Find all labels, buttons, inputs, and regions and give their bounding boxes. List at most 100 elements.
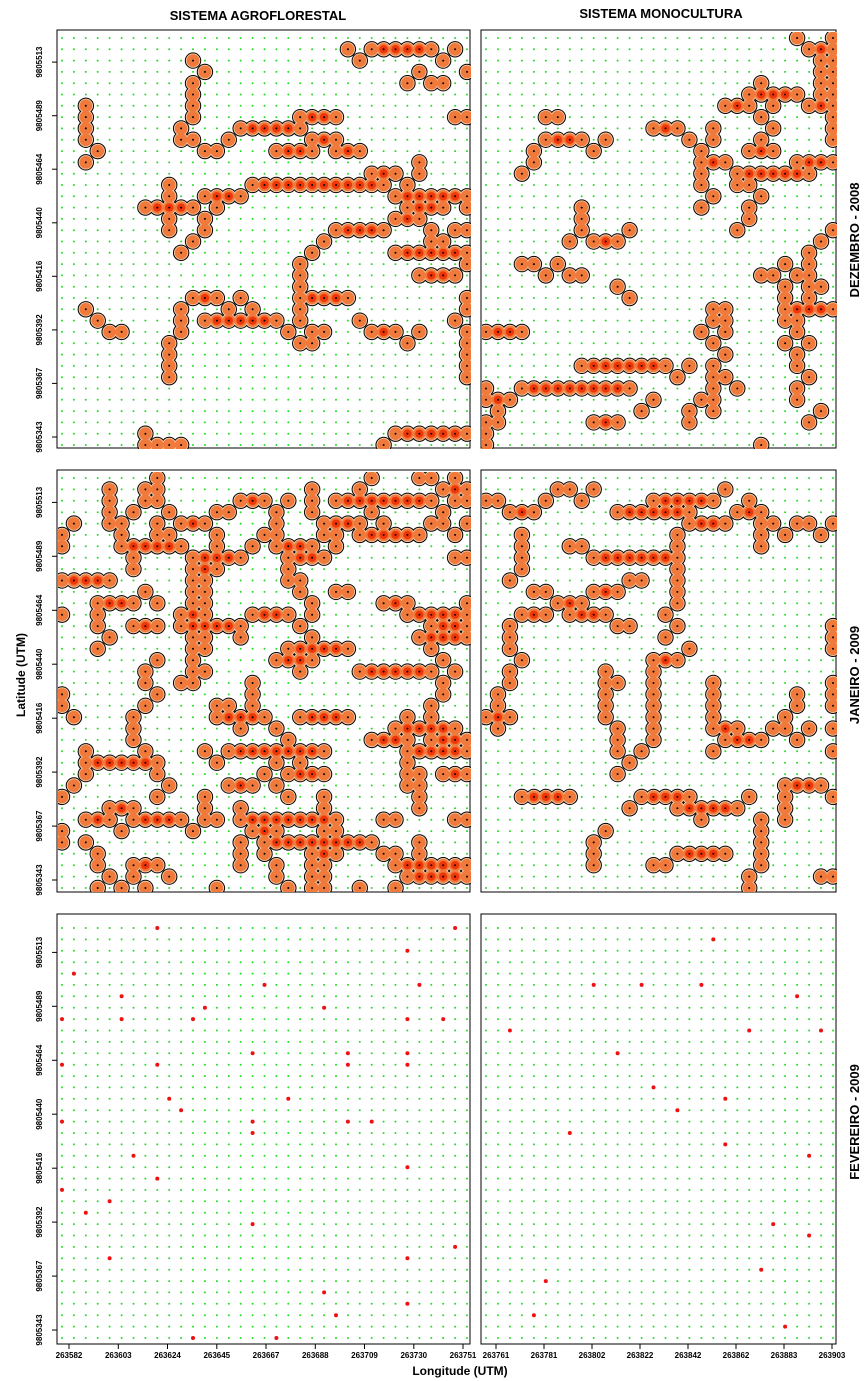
grid-point	[346, 116, 349, 119]
grid-point	[61, 195, 63, 198]
grid-point	[203, 297, 206, 299]
grid-point	[616, 138, 619, 141]
grid-point	[394, 229, 397, 232]
grid-point	[485, 104, 487, 107]
grid-point	[108, 59, 111, 62]
grid-point	[688, 127, 691, 130]
grid-point	[430, 195, 433, 198]
grid-point	[323, 70, 326, 73]
grid-point	[192, 161, 194, 164]
grid-point	[215, 432, 218, 435]
contour-fill	[826, 133, 837, 147]
grid-point	[820, 70, 822, 73]
grid-point	[227, 319, 230, 322]
grid-point	[382, 217, 385, 220]
grid-point	[299, 274, 302, 277]
grid-point	[832, 104, 834, 107]
grid-point	[616, 127, 619, 130]
grid-point	[168, 59, 171, 62]
grid-point	[430, 240, 433, 243]
grid-point	[251, 82, 254, 85]
grid-point	[442, 342, 445, 345]
grid-point	[592, 82, 595, 85]
grid-point	[532, 37, 535, 39]
grid-point	[466, 444, 468, 446]
grid-point	[628, 172, 631, 175]
grid-point	[192, 421, 194, 424]
grid-point	[508, 217, 511, 220]
grid-point	[568, 150, 571, 153]
grid-point	[358, 364, 361, 367]
grid-point	[358, 308, 361, 311]
grid-point	[736, 195, 739, 198]
grid-point	[508, 172, 511, 175]
grid-point	[592, 93, 595, 96]
grid-point	[370, 297, 373, 299]
grid-point	[311, 138, 314, 141]
grid-point	[508, 70, 511, 73]
grid-point	[832, 127, 834, 130]
grid-point	[394, 398, 397, 401]
grid-point	[275, 229, 278, 232]
grid-point	[712, 161, 715, 164]
grid-point	[406, 138, 409, 141]
grid-point	[454, 387, 457, 390]
grid-point	[418, 37, 421, 39]
grid-point	[394, 330, 397, 333]
grid-point	[311, 353, 314, 356]
grid-point	[144, 353, 147, 356]
grid-point	[72, 421, 75, 424]
grid-point	[227, 297, 230, 299]
grid-point	[442, 127, 445, 130]
grid-point	[61, 184, 63, 186]
grid-point	[640, 195, 643, 198]
grid-point	[61, 432, 63, 435]
grid-point	[520, 138, 523, 141]
grid-point	[335, 59, 337, 62]
grid-point	[628, 116, 631, 119]
grid-point	[144, 330, 147, 333]
grid-point	[664, 138, 667, 141]
grid-point	[406, 161, 409, 164]
grid-point	[580, 127, 583, 130]
grid-point	[227, 353, 230, 356]
grid-point	[287, 217, 290, 220]
grid-point	[323, 364, 326, 367]
grid-point	[323, 206, 326, 209]
grid-point	[96, 353, 99, 356]
grid-point	[712, 150, 715, 153]
grid-point	[311, 410, 314, 413]
grid-point	[442, 161, 445, 164]
grid-point	[323, 93, 326, 96]
grid-point	[442, 48, 445, 51]
grid-point	[442, 432, 445, 435]
grid-point	[120, 116, 123, 119]
grid-point	[251, 274, 254, 277]
grid-point	[592, 70, 595, 73]
grid-point	[239, 421, 242, 424]
grid-point	[796, 37, 799, 39]
grid-point	[108, 444, 111, 446]
grid-point	[454, 240, 457, 243]
grid-point	[108, 342, 111, 345]
grid-point	[760, 116, 763, 119]
grid-point	[580, 70, 583, 73]
grid-point	[382, 251, 385, 254]
grid-point	[772, 82, 775, 85]
grid-point	[454, 82, 457, 85]
grid-point	[287, 330, 290, 333]
grid-point	[442, 444, 445, 446]
grid-point	[604, 150, 607, 153]
grid-point	[382, 82, 385, 85]
grid-point	[311, 59, 314, 62]
grid-point	[263, 319, 266, 322]
grid-point	[580, 161, 583, 164]
grid-point	[700, 127, 703, 130]
grid-point	[652, 217, 655, 220]
grid-point	[61, 37, 63, 39]
grid-point	[132, 48, 135, 51]
grid-point	[311, 432, 314, 435]
grid-point	[406, 217, 409, 220]
grid-point	[370, 319, 373, 322]
grid-point	[832, 70, 834, 73]
